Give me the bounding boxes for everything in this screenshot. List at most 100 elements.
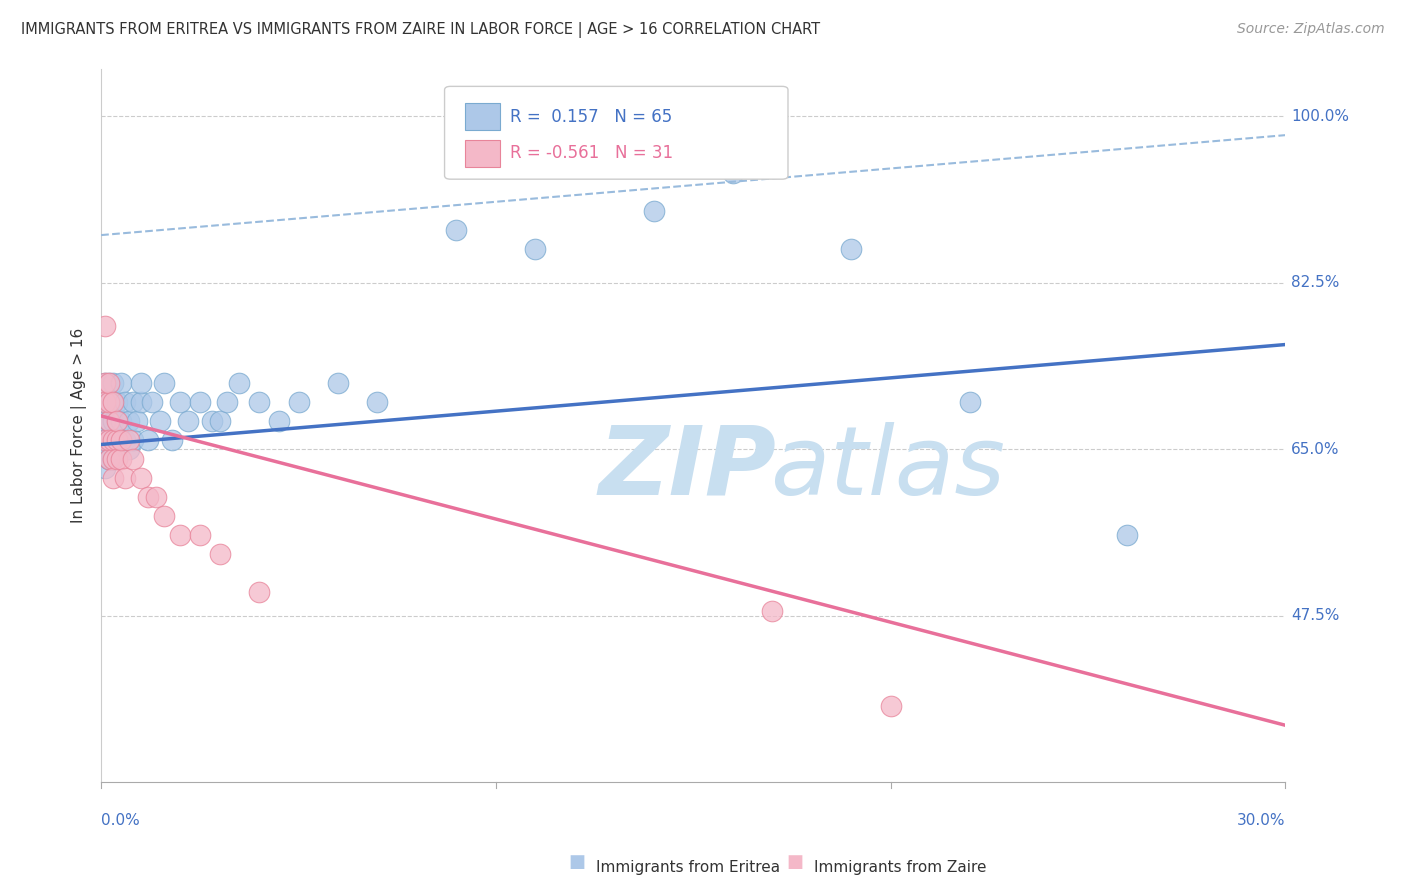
Point: [129, 376, 152, 390]
Point: [446, 223, 468, 237]
Point: [153, 376, 176, 390]
Point: [959, 394, 981, 409]
Point: [94, 442, 117, 457]
Text: Source: ZipAtlas.com: Source: ZipAtlas.com: [1237, 22, 1385, 37]
Point: [1116, 528, 1139, 542]
Point: [643, 204, 665, 219]
Point: [101, 433, 124, 447]
Point: [160, 433, 183, 447]
Point: [98, 394, 121, 409]
Point: [118, 442, 141, 457]
Point: [101, 433, 124, 447]
Point: [105, 394, 128, 409]
Point: [228, 376, 250, 390]
Point: [153, 508, 176, 523]
Point: [839, 243, 862, 257]
Point: [169, 394, 191, 409]
Point: [114, 471, 136, 485]
Point: [169, 528, 191, 542]
Point: [149, 414, 172, 428]
Point: [188, 528, 211, 542]
Point: [94, 414, 117, 428]
Point: [105, 414, 128, 428]
Point: [110, 414, 132, 428]
Text: 47.5%: 47.5%: [1291, 608, 1340, 624]
Point: [98, 414, 121, 428]
Point: [247, 394, 270, 409]
Point: [94, 376, 117, 390]
Point: [105, 442, 128, 457]
Point: [101, 471, 124, 485]
Point: [101, 414, 124, 428]
Text: R =  0.157   N = 65: R = 0.157 N = 65: [510, 108, 672, 126]
Point: [94, 318, 117, 333]
Point: [105, 451, 128, 466]
Point: [138, 433, 160, 447]
Text: IMMIGRANTS FROM ERITREA VS IMMIGRANTS FROM ZAIRE IN LABOR FORCE | AGE > 16 CORRE: IMMIGRANTS FROM ERITREA VS IMMIGRANTS FR…: [21, 22, 820, 38]
Point: [94, 394, 117, 409]
Text: Immigrants from Eritrea: Immigrants from Eritrea: [596, 860, 780, 874]
Text: 65.0%: 65.0%: [1291, 442, 1340, 457]
Point: [94, 461, 117, 475]
Point: [110, 451, 132, 466]
Point: [129, 471, 152, 485]
Point: [98, 451, 121, 466]
Text: 30.0%: 30.0%: [1237, 813, 1285, 828]
Point: [101, 451, 124, 466]
Point: [94, 433, 117, 447]
Bar: [465, 103, 501, 130]
Point: [125, 414, 148, 428]
Point: [101, 394, 124, 409]
Point: [101, 394, 124, 409]
Text: R = -0.561   N = 31: R = -0.561 N = 31: [510, 145, 673, 162]
FancyBboxPatch shape: [444, 87, 787, 179]
Point: [101, 451, 124, 466]
Point: [114, 433, 136, 447]
Point: [98, 451, 121, 466]
Point: [721, 166, 744, 180]
Point: [177, 414, 200, 428]
Text: ■: ■: [568, 853, 585, 871]
Point: [94, 376, 117, 390]
Y-axis label: In Labor Force | Age > 16: In Labor Force | Age > 16: [72, 328, 87, 523]
Point: [98, 376, 121, 390]
Text: Immigrants from Zaire: Immigrants from Zaire: [814, 860, 987, 874]
Text: atlas: atlas: [770, 422, 1005, 515]
Point: [129, 394, 152, 409]
Point: [98, 394, 121, 409]
Point: [121, 394, 143, 409]
Point: [101, 451, 124, 466]
Text: 100.0%: 100.0%: [1291, 109, 1350, 124]
Point: [101, 376, 124, 390]
Point: [114, 394, 136, 409]
Point: [101, 394, 124, 409]
Point: [761, 604, 783, 618]
Point: [98, 433, 121, 447]
Point: [105, 433, 128, 447]
Point: [94, 433, 117, 447]
Text: 0.0%: 0.0%: [101, 813, 139, 828]
Point: [208, 547, 231, 561]
Text: ZIP: ZIP: [599, 422, 776, 515]
Point: [105, 414, 128, 428]
Point: [524, 243, 547, 257]
Point: [94, 414, 117, 428]
Point: [201, 414, 224, 428]
Point: [267, 414, 290, 428]
Point: [366, 394, 388, 409]
Point: [98, 376, 121, 390]
Point: [141, 394, 163, 409]
Point: [879, 699, 901, 714]
Point: [110, 376, 132, 390]
Point: [118, 433, 141, 447]
Point: [94, 394, 117, 409]
Point: [247, 585, 270, 599]
Point: [110, 433, 132, 447]
Point: [208, 414, 231, 428]
Point: [138, 490, 160, 504]
Point: [287, 394, 309, 409]
Point: [217, 394, 239, 409]
Point: [98, 451, 121, 466]
Bar: [465, 140, 501, 167]
Point: [188, 394, 211, 409]
